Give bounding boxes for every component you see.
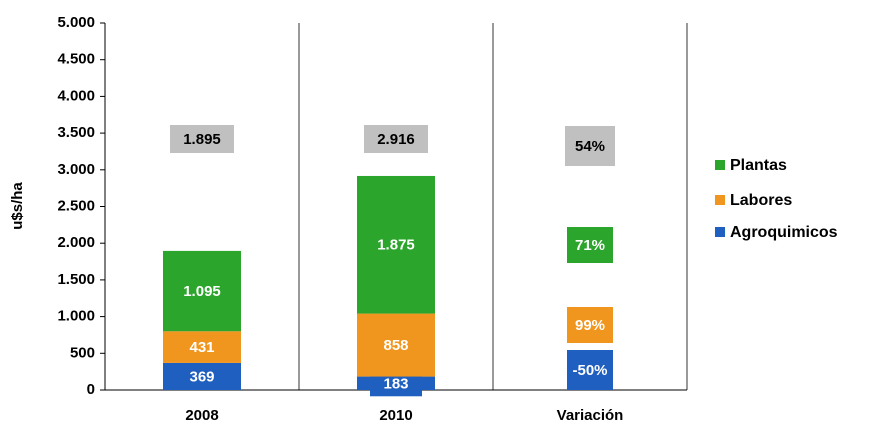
legend-swatch bbox=[715, 160, 725, 170]
variation-box bbox=[567, 227, 613, 263]
bar-segment bbox=[163, 250, 241, 332]
variation-label: 99% bbox=[575, 317, 605, 334]
y-axis-label: u$s/ha bbox=[9, 182, 26, 230]
legend-label: Plantas bbox=[730, 157, 787, 174]
y-tick-label: 3.500 bbox=[57, 124, 95, 141]
x-tick-label: 2010 bbox=[379, 407, 412, 424]
data-label: 369 bbox=[189, 368, 214, 385]
data-label: 1.875 bbox=[377, 237, 415, 254]
label-box bbox=[179, 334, 225, 361]
variation-label: -50% bbox=[572, 362, 607, 379]
data-label: 1.095 bbox=[183, 283, 221, 300]
x-tick-label: 2008 bbox=[185, 407, 218, 424]
bar-segment bbox=[357, 175, 435, 314]
y-tick-label: 0 bbox=[87, 381, 95, 398]
variation-box bbox=[567, 307, 613, 343]
y-tick-label: 4.500 bbox=[57, 51, 95, 68]
legend-label: Labores bbox=[730, 192, 792, 209]
y-tick-label: 2.500 bbox=[57, 197, 95, 214]
y-tick-label: 500 bbox=[70, 344, 95, 361]
legend-swatch bbox=[715, 227, 725, 237]
total-box bbox=[170, 125, 234, 153]
total-label: 1.895 bbox=[183, 131, 221, 148]
label-box bbox=[176, 363, 228, 390]
variation-label: 71% bbox=[575, 237, 605, 254]
total-variation-box bbox=[565, 126, 615, 166]
legend-swatch bbox=[715, 195, 725, 205]
total-box bbox=[364, 125, 428, 153]
label-box bbox=[373, 332, 419, 359]
y-tick-label: 5.000 bbox=[57, 14, 95, 31]
y-tick-label: 3.000 bbox=[57, 161, 95, 178]
y-tick-label: 2.000 bbox=[57, 234, 95, 251]
data-label: 858 bbox=[383, 337, 408, 354]
total-variation-label: 54% bbox=[575, 138, 605, 155]
legend-label: Agroquimicos bbox=[730, 224, 838, 241]
x-tick-label: Variación bbox=[557, 407, 624, 424]
y-tick-label: 1.000 bbox=[57, 308, 95, 325]
y-tick-label: 1.500 bbox=[57, 271, 95, 288]
data-label: 183 bbox=[383, 375, 408, 392]
data-label: 431 bbox=[189, 339, 214, 356]
total-label: 2.916 bbox=[377, 131, 415, 148]
variation-box bbox=[567, 350, 613, 390]
y-tick-label: 4.000 bbox=[57, 87, 95, 104]
